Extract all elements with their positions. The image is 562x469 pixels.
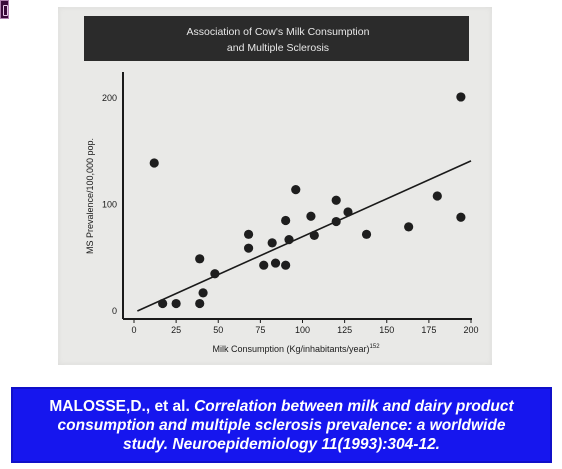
chart-title-line-1: Association of Cow's Milk Consumption [187, 26, 370, 38]
data-point [331, 216, 341, 227]
y-axis-label: MS Prevalence/100,000 pop. [85, 138, 95, 254]
window-corner-icon [0, 0, 9, 19]
x-tick-label: 0 [131, 325, 136, 335]
data-point [291, 184, 301, 195]
data-point [270, 258, 281, 268]
data-point [456, 92, 466, 102]
data-point [198, 288, 208, 298]
data-point [281, 260, 291, 270]
data-point [343, 207, 353, 217]
chart-title-line-2: and Multiple Sclerosis [227, 42, 329, 54]
data-point [284, 235, 294, 245]
citation-line-2: consumption and multiple sclerosis preva… [57, 417, 506, 434]
x-tick-label: 100 [295, 325, 310, 335]
x-axis-label: Milk Consumption (Kg/inhabitants/year)15… [212, 344, 380, 354]
x-tick-label: 125 [337, 325, 352, 335]
data-point [306, 211, 316, 221]
regression-line [137, 160, 472, 312]
x-tick-label: 25 [171, 325, 181, 335]
data-point [361, 229, 372, 239]
data-point [267, 238, 277, 248]
data-point [210, 269, 220, 279]
x-tick-label: 50 [213, 325, 223, 335]
citation-line-1: MALOSSE,D., et al. Correlation between m… [13, 397, 550, 416]
y-tick-label: 200 [102, 93, 117, 103]
chart-title-bar [84, 16, 469, 61]
citation-author: MALOSSE,D., et al. [49, 398, 195, 415]
data-point [281, 215, 291, 226]
x-tick-label: 175 [421, 325, 436, 335]
scanned-figure-panel [58, 7, 492, 365]
x-tick-label: 200 [463, 325, 478, 335]
citation-line-3: study. Neuroepidemiology 11(1993):304-12… [123, 436, 440, 453]
data-point [243, 229, 254, 239]
x-tick-label: 75 [255, 325, 265, 335]
data-point [309, 230, 319, 240]
data-point [331, 195, 341, 205]
data-point [404, 222, 414, 232]
data-point [259, 260, 269, 270]
x-axis-label-text: Milk Consumption (Kg/inhabitants/year) [212, 344, 369, 354]
data-point [432, 191, 442, 201]
data-point [456, 212, 466, 222]
data-point [243, 243, 254, 253]
y-tick-label: 0 [112, 306, 117, 316]
citation-box: MALOSSE,D., et al. Correlation between m… [11, 387, 552, 463]
data-point [158, 298, 168, 309]
data-point [149, 158, 159, 168]
data-point [171, 298, 181, 309]
data-point [195, 298, 205, 309]
x-axis-label-superscript: 152 [370, 344, 381, 350]
data-point [195, 254, 205, 264]
y-tick-label: 100 [102, 200, 117, 210]
x-tick-label: 150 [379, 325, 394, 335]
scatter-chart: Association of Cow's Milk Consumption an… [84, 16, 479, 354]
citation-title-part-1: Correlation between milk and dairy produ… [194, 398, 514, 415]
